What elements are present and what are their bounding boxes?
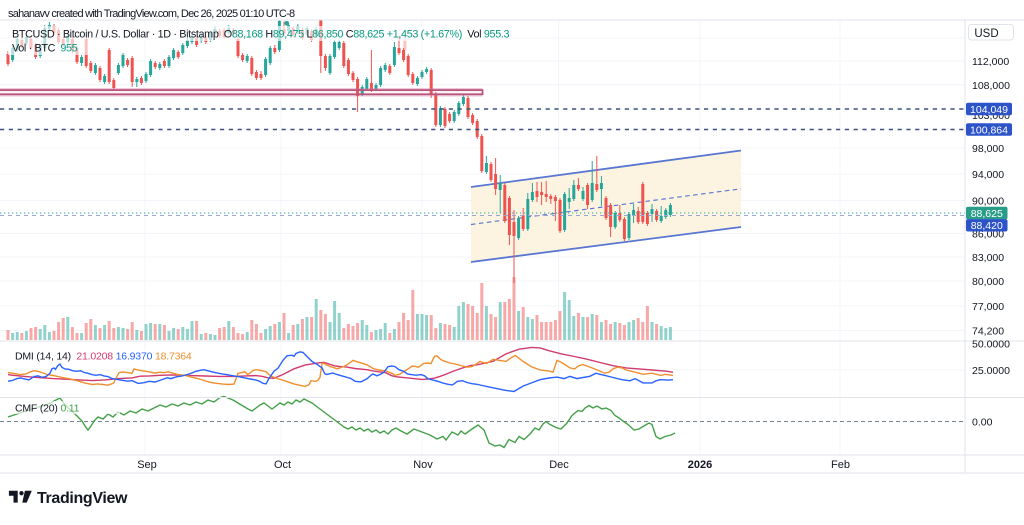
svg-text:104,049: 104,049 bbox=[970, 104, 1008, 116]
svg-text:Oct: Oct bbox=[274, 459, 291, 471]
svg-text:2026: 2026 bbox=[688, 459, 712, 471]
svg-text:BTCUSD · Bitcoin / U.S. Dollar: BTCUSD · Bitcoin / U.S. Dollar · 1D · Bi… bbox=[12, 29, 510, 41]
svg-text:100,864: 100,864 bbox=[970, 124, 1008, 136]
svg-text:Nov: Nov bbox=[413, 459, 433, 471]
svg-text:83,000: 83,000 bbox=[972, 252, 1004, 264]
svg-text:77,000: 77,000 bbox=[972, 301, 1004, 313]
svg-text:Sep: Sep bbox=[137, 459, 157, 471]
svg-text:Dec: Dec bbox=[549, 459, 569, 471]
svg-text:80,000: 80,000 bbox=[972, 276, 1004, 288]
svg-text:25.0000: 25.0000 bbox=[972, 365, 1010, 377]
svg-text:DMI (14, 14) 21.0208 16.9370: DMI (14, 14) 21.0208 16.9370 18.7364 bbox=[15, 351, 192, 363]
svg-text:90,000: 90,000 bbox=[972, 196, 1004, 208]
svg-text:98,000: 98,000 bbox=[972, 143, 1004, 155]
svg-text:112,000: 112,000 bbox=[972, 56, 1009, 68]
svg-text:Feb: Feb bbox=[831, 459, 850, 471]
svg-text:74,200: 74,200 bbox=[972, 326, 1004, 338]
svg-text:88,625: 88,625 bbox=[971, 208, 1003, 220]
svg-text:94,000: 94,000 bbox=[972, 169, 1004, 181]
svg-text:0.00: 0.00 bbox=[972, 416, 993, 428]
svg-text:108,000: 108,000 bbox=[972, 80, 1010, 92]
svg-text:TradingView: TradingView bbox=[37, 490, 128, 507]
svg-text:USD: USD bbox=[974, 28, 998, 40]
svg-text:88,420: 88,420 bbox=[971, 220, 1003, 232]
svg-text:CMF (20) 0.11: CMF (20) 0.11 bbox=[15, 403, 80, 415]
svg-text:50.0000: 50.0000 bbox=[972, 339, 1010, 351]
svg-text:sahanavv created with TradingV: sahanavv created with TradingView.com, D… bbox=[8, 8, 295, 20]
svg-text:Vol · BTC 955: Vol · BTC 955 bbox=[12, 43, 78, 55]
